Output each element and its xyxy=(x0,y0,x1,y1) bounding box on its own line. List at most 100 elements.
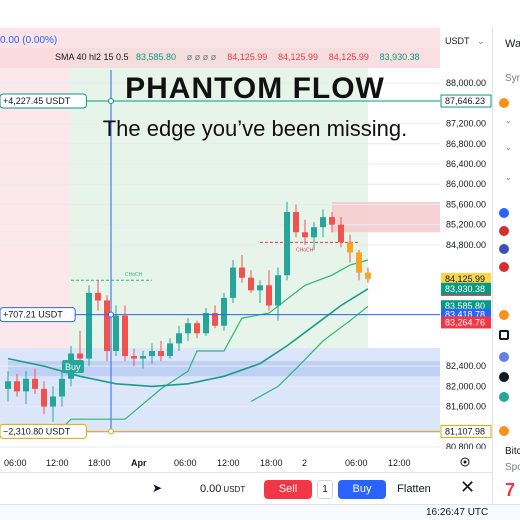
flag-icon xyxy=(499,226,509,236)
settings-gear-icon[interactable] xyxy=(463,460,467,464)
indicator-value: 83,585.80 xyxy=(136,52,176,62)
bitcoin-icon xyxy=(499,310,509,320)
time-tick-label: 12:00 xyxy=(217,458,240,468)
time-tick-label: 06:00 xyxy=(174,458,197,468)
candle-body xyxy=(212,313,218,326)
quantity-display[interactable]: 0.00 USDT xyxy=(200,483,245,495)
candle-body xyxy=(95,292,101,301)
chevron-down-icon[interactable]: ⌄ xyxy=(477,36,485,46)
watchlist-sidebar[interactable]: Wa Syr ⌄ ⌄ ⌄ Bitc Spo 7 xyxy=(492,28,520,503)
header-band xyxy=(0,0,492,28)
candle-body xyxy=(104,300,110,351)
settings-gear-icon[interactable] xyxy=(460,457,470,467)
time-tick-label: 18:00 xyxy=(88,458,111,468)
coin-icon xyxy=(499,392,509,402)
change-text: 0.00 (0.00%) xyxy=(0,35,57,46)
position-label-box[interactable] xyxy=(0,307,76,323)
position-label-box[interactable] xyxy=(0,93,87,109)
price-badge xyxy=(441,316,491,329)
candle-body xyxy=(239,267,245,278)
position-label[interactable]: +707.21 USDT xyxy=(3,310,63,320)
candle-body xyxy=(248,277,254,291)
candle-body xyxy=(320,217,326,228)
price-tick-label: 87,200.00 xyxy=(446,119,486,129)
candle-body xyxy=(257,285,263,291)
close-icon[interactable]: ✕ xyxy=(460,477,476,497)
time-tick-label: 18:00 xyxy=(260,458,283,468)
position-label[interactable]: −2,310.80 USDT xyxy=(3,426,71,436)
price-tick-label: 86,400.00 xyxy=(446,159,486,169)
candle-body xyxy=(347,242,353,253)
indicator-value: ø ø ø ø xyxy=(187,52,217,62)
choch-label: CHoCH xyxy=(125,272,143,278)
candle-body xyxy=(77,353,83,359)
flatten-button[interactable]: Flatten xyxy=(397,483,431,495)
indicator-label: SMA 40 hl2 15 0.5 xyxy=(55,52,129,62)
candle-body xyxy=(167,343,173,357)
price-badge-label: 83,930.38 xyxy=(445,284,485,294)
ethereum-icon xyxy=(499,352,509,362)
watchlist-title[interactable]: Wa xyxy=(505,38,520,50)
candle-body xyxy=(338,224,344,243)
position-handle[interactable] xyxy=(108,428,114,435)
time-tick-label: 06:00 xyxy=(345,458,368,468)
clock[interactable]: 16:26:47 UTC xyxy=(426,507,489,518)
candle-body xyxy=(140,356,146,359)
position-handle[interactable] xyxy=(108,311,114,318)
watchlist-search[interactable]: Syr xyxy=(505,73,520,84)
sell-button[interactable]: Sell xyxy=(264,480,312,499)
position-label[interactable]: +4,227.45 USDT xyxy=(3,96,71,106)
time-tick-label: 12:00 xyxy=(388,458,411,468)
price-tick-label: 85,600.00 xyxy=(446,199,486,209)
candle-body xyxy=(176,333,182,344)
candle-body xyxy=(194,323,200,334)
candle-body xyxy=(302,232,308,238)
supply-zone xyxy=(332,201,440,233)
candle-body xyxy=(23,378,29,392)
time-tick-label: 2 xyxy=(302,458,307,468)
buy-button[interactable]: Buy xyxy=(338,480,386,499)
overlay-subtitle: The edge you’ve been missing. xyxy=(102,116,408,141)
position-label-box[interactable] xyxy=(0,423,87,439)
indicator-band xyxy=(0,28,440,48)
candle-body xyxy=(158,350,164,357)
flag-icon xyxy=(499,262,509,272)
price-badge-label: 81,107.98 xyxy=(445,426,485,436)
candle-body xyxy=(131,356,137,359)
price-badge-label: 84,125.99 xyxy=(445,274,485,284)
indicator-value: 83,930.38 xyxy=(380,52,420,62)
price-badge-label: 83,585.80 xyxy=(445,301,485,311)
overlay-title: PHANTOM FLOW xyxy=(125,72,385,105)
chevron-down-icon[interactable]: ⌄ xyxy=(505,143,512,152)
candle-body xyxy=(311,227,317,238)
candle-body xyxy=(113,315,119,351)
currency-label[interactable]: USDT xyxy=(445,36,470,46)
chevron-down-icon[interactable]: ⌄ xyxy=(505,173,512,182)
candle-body xyxy=(14,381,20,392)
trail-line-late xyxy=(250,305,369,403)
position-handle[interactable] xyxy=(108,98,114,105)
indicator-value: 84,125.99 xyxy=(227,52,267,62)
price-badge-label: 87,646.23 xyxy=(445,96,485,106)
quantity-input[interactable]: 1 xyxy=(317,480,333,499)
price-badge xyxy=(440,94,492,108)
trail-line xyxy=(7,259,369,438)
buy-signal-label: Buy xyxy=(65,362,81,372)
chevron-down-icon[interactable]: ⌄ xyxy=(505,116,512,125)
price-badge xyxy=(441,282,491,295)
price-badge-label: 83,418.78 xyxy=(445,310,485,320)
price-badge xyxy=(441,272,491,285)
coin-icon[interactable] xyxy=(499,330,509,340)
watchlist-item-name[interactable]: Bitc xyxy=(505,446,520,457)
candle-body xyxy=(293,212,299,233)
indicator-value: 84,125.99 xyxy=(329,52,369,62)
flag-icon xyxy=(499,244,509,254)
candle-body xyxy=(356,252,362,273)
candle-body xyxy=(5,381,11,389)
demand-zone xyxy=(8,361,440,377)
watchlist-item-sub: Spo xyxy=(505,462,520,473)
price-tick-label: 88,000.00 xyxy=(446,78,486,88)
mouse-cursor-icon: ➤ xyxy=(152,481,163,495)
